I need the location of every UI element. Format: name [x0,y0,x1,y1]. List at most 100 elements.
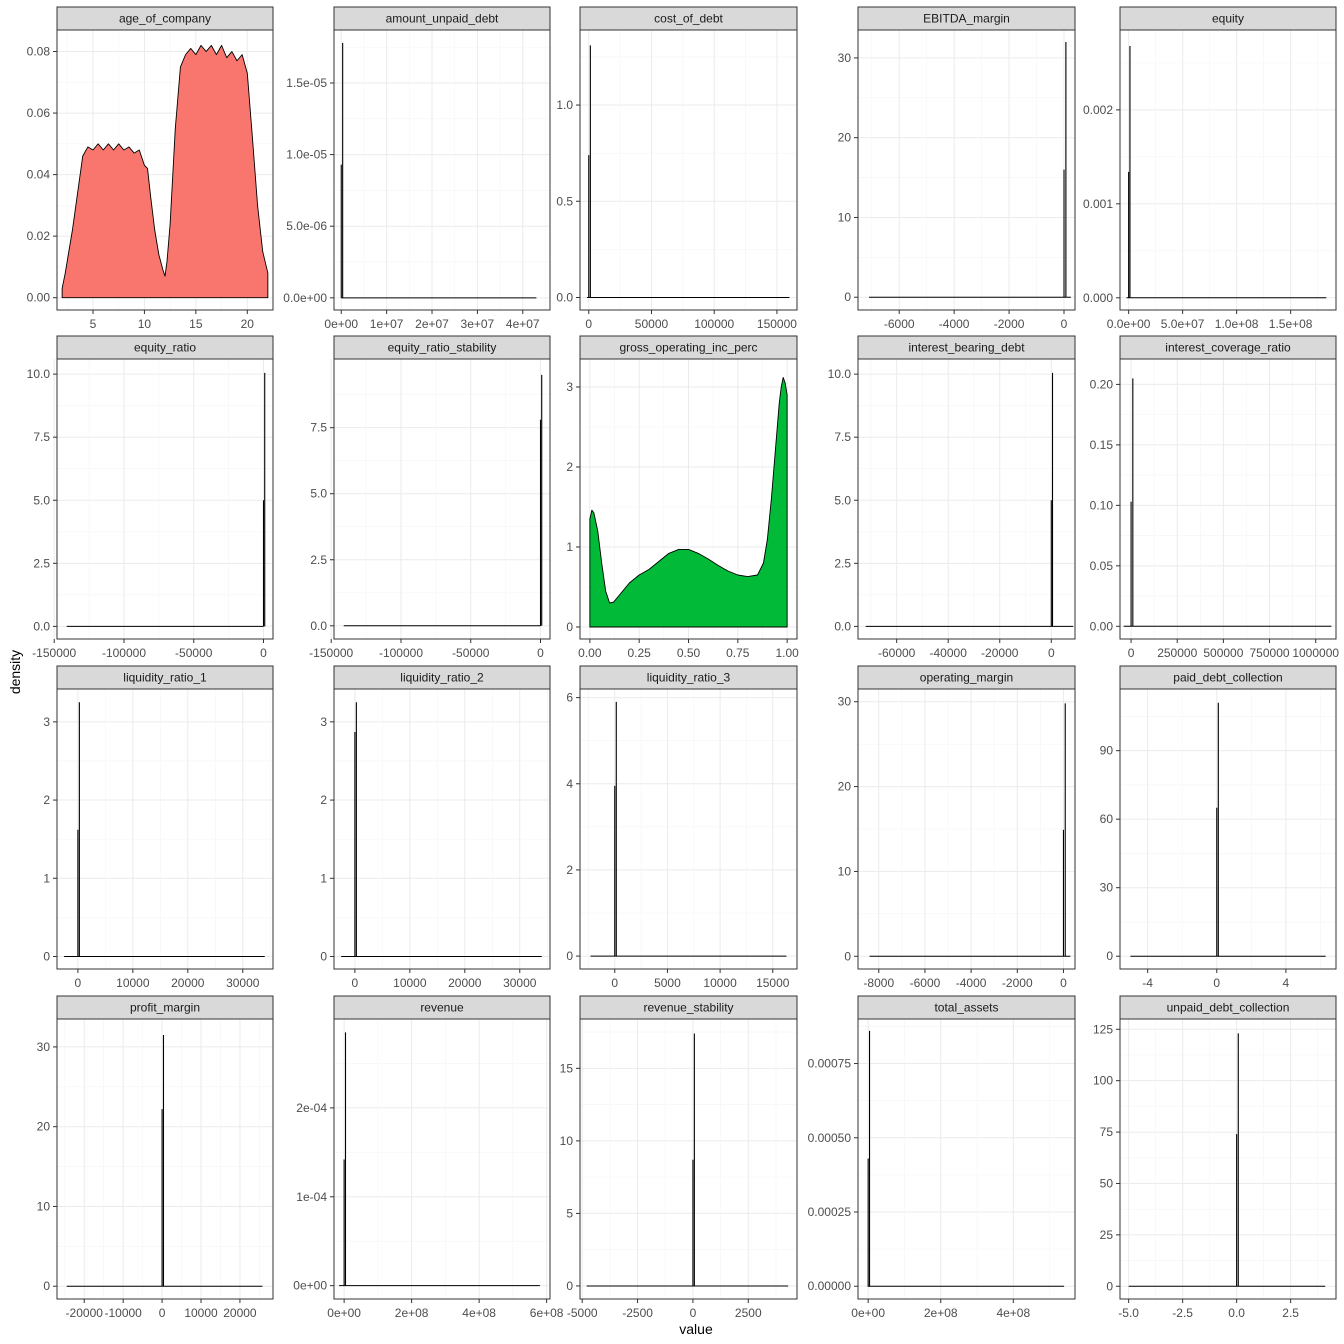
x-tick-label: 15000 [756,976,790,990]
facet-panel: liquidity_ratio_3 0 5000 10000 15000 0 2 4 6 [566,665,798,990]
facet-strip [857,6,1076,31]
y-tick-label: 10 [838,210,852,224]
x-tick-label: 1.0e+08 [1215,317,1259,331]
x-tick-label: 0.25 [628,646,652,660]
y-tick-label: 0 [43,949,50,963]
facet-strip [857,995,1076,1020]
x-tick-label: 0 [159,1306,166,1320]
x-tick-label: 5 [90,317,97,331]
x-tick-label: -2000 [1002,976,1033,990]
x-tick-label: -20000 [981,646,1019,660]
y-tick-label: 0.002 [1083,103,1113,117]
facet-strip [1119,6,1337,31]
y-tick-label: 30 [838,51,852,65]
y-tick-label: 20 [838,131,852,145]
x-tick-label: -6000 [884,317,915,331]
panel-background [858,30,1075,310]
x-tick-label: 0 [537,646,544,660]
y-tick-label: 5 [566,1206,573,1220]
y-tick-label: 0 [844,949,851,963]
y-tick-label: 0.0 [310,619,327,633]
facet-panel: cost_of_debt 0 50000 100000 150000 0.0 0.5 1.0 [556,6,798,331]
facet-strip [56,335,274,360]
y-tick-label: 75 [1100,1125,1114,1139]
x-tick-label: 0.0 [1228,1306,1245,1320]
panel-background [858,359,1075,639]
x-tick-label: 10 [138,317,152,331]
facet-panel: amount_unpaid_debt 0e+00 1e+07 2e+07 3e+07 4e… [283,6,551,331]
y-tick-label: 1 [320,871,327,885]
x-tick-label: 0 [1048,646,1055,660]
x-tick-label: -2.5 [1172,1306,1193,1320]
x-axis-title: value [679,1321,713,1337]
y-tick-label: 20 [37,1120,51,1134]
y-tick-label: 15 [560,1061,574,1075]
facet-panel: equity 0.0e+00 5.0e+07 1.0e+08 1.5e+08 0.000 0… [1083,6,1337,331]
x-tick-label: 750000 [1250,646,1290,660]
panel-background [580,1019,797,1299]
density-area [589,376,788,628]
y-tick-label: 30 [838,695,852,709]
facet-strip [56,995,274,1020]
y-tick-label: 0.00000 [808,1279,852,1293]
y-tick-label: 0.0e+00 [283,291,327,305]
panel-background [858,1019,1075,1299]
y-tick-label: 5.0 [33,493,50,507]
x-tick-label: -20000 [66,1306,104,1320]
facet-panel: gross_operating_inc_perc 0.00 0.25 0.50 0.75… [566,335,799,660]
x-tick-label: -50000 [175,646,213,660]
facet-panel: interest_coverage_ratio 0 250000 500000 7500… [1090,335,1339,660]
y-tick-label: 0.05 [1090,559,1114,573]
y-tick-label: 10 [37,1199,51,1213]
x-tick-label: -4 [1142,976,1153,990]
x-tick-label: 1e+07 [370,317,404,331]
y-tick-label: 0 [320,949,327,963]
x-tick-label: -4000 [939,317,970,331]
y-tick-label: 2 [566,863,573,877]
panel-background [580,30,797,310]
facet-strip-label: amount_unpaid_debt [386,12,499,26]
y-tick-label: 30 [37,1040,51,1054]
x-tick-label: 0e+00 [324,317,358,331]
y-tick-label: 1.5e-05 [286,76,327,90]
panel-background [334,689,550,969]
panel-background [57,689,273,969]
facet-strip [333,995,551,1020]
x-tick-label: 20 [241,317,255,331]
panel-background [580,689,797,969]
y-tick-label: 0.0 [834,619,851,633]
x-tick-label: 0 [1128,646,1135,660]
y-tick-label: 2 [320,793,327,807]
y-tick-label: 5.0e-06 [286,219,327,233]
facet-strip [56,6,274,31]
panel-background [334,359,550,639]
panel-background [1120,1019,1336,1299]
facet-panel: equity_ratio -150000 -100000 -50000 0 0.0 2.5 5… [27,335,274,660]
y-tick-label: 0.20 [1090,377,1114,391]
x-tick-label: 0 [611,976,618,990]
y-tick-label: 0.00075 [808,1057,852,1071]
x-tick-label: 150000 [757,317,797,331]
y-tick-label: 1.0 [556,98,573,112]
facet-panel: liquidity_ratio_1 0 10000 20000 30000 0 1 2 3 [43,665,274,990]
facet-strip [579,665,798,690]
facet-panel: total_assets 0e+00 2e+08 4e+08 0.00000 0.0002… [808,995,1076,1320]
facet-strip [857,335,1076,360]
facet-strip-label: operating_margin [920,671,1013,685]
x-tick-label: -40000 [930,646,968,660]
facet-strip-label: interest_bearing_debt [908,341,1025,355]
x-tick-label: 4e+08 [462,1306,496,1320]
y-tick-label: 0 [566,949,573,963]
y-tick-label: 10 [560,1134,574,1148]
facet-panel: unpaid_debt_collection -5.0 -2.5 0.0 2.5 0 25 5… [1093,995,1337,1320]
y-tick-label: 25 [1100,1228,1114,1242]
panel-background [334,30,550,310]
y-tick-label: 0.00 [1090,619,1114,633]
y-tick-label: 0 [1106,949,1113,963]
y-tick-label: 1e-04 [296,1190,327,1204]
x-tick-label: 10000 [184,1306,218,1320]
x-tick-label: 4e+08 [996,1306,1030,1320]
facet-strip [333,665,551,690]
